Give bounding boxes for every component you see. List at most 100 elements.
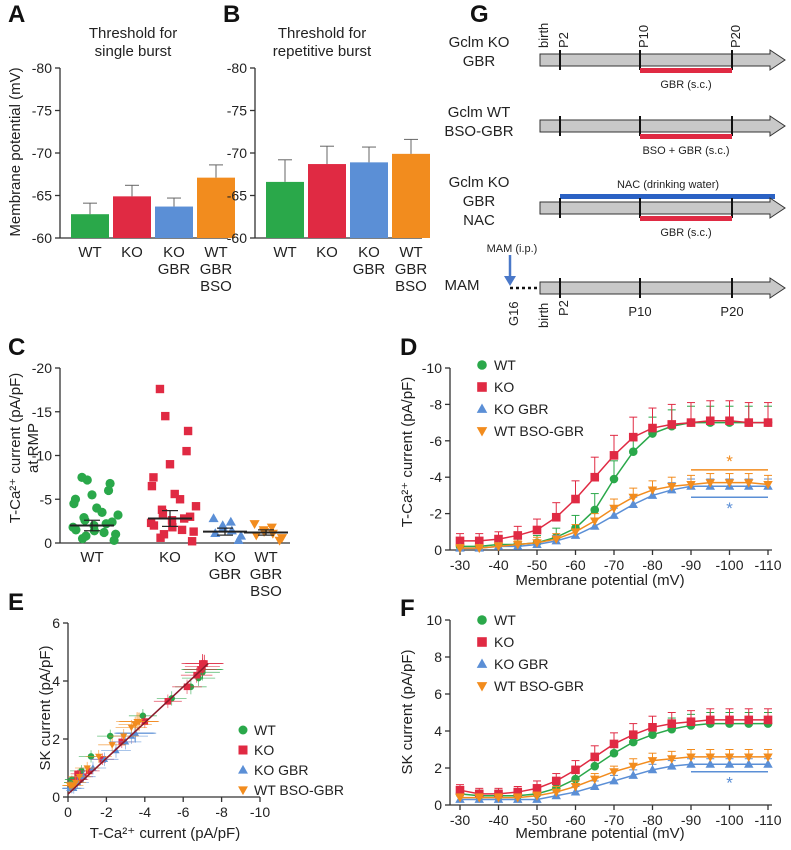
data-point (99, 527, 109, 538)
data-point (183, 426, 193, 436)
category-label: BSO (250, 583, 282, 600)
bar (392, 153, 430, 238)
data-point (667, 755, 677, 764)
data-point (92, 503, 102, 513)
data-point (724, 753, 735, 762)
timeline-p2-label: P2 (556, 300, 571, 316)
data-point (647, 486, 658, 495)
gbr-treatment-label: GBR (s.c.) (660, 79, 711, 91)
data-point (185, 512, 195, 521)
data-point (551, 788, 561, 797)
panelA-y-tick-label: -70 (32, 145, 52, 161)
legend-label: WT (254, 722, 276, 738)
data-point (724, 759, 735, 768)
panel-label-b: B (223, 1, 240, 28)
panelA-y-tick-label: -60 (32, 230, 52, 246)
data-point (763, 418, 773, 427)
data-point (609, 776, 619, 785)
data-point (494, 534, 503, 544)
panel-label-e: E (8, 589, 24, 616)
c-y-tick-label: -20 (32, 360, 52, 376)
panelF-y-tick-label: 4 (434, 723, 442, 739)
panelB-y-tick-label: -80 (227, 60, 247, 76)
data-point (590, 752, 600, 762)
panel-b-title-line1: Threshold for (278, 25, 366, 42)
e-x-tick-label: -4 (139, 804, 152, 820)
data-point (532, 539, 542, 548)
c-y-tick-label: -10 (32, 448, 52, 464)
panel-b-bar-chart: Threshold for repetitive burst -80 -75 -70… (227, 25, 430, 295)
data-point (705, 715, 715, 725)
panelF-x-tick-label: -100 (715, 812, 743, 828)
mam-injection-arrowhead (504, 276, 516, 286)
data-point (686, 753, 696, 762)
data-point (648, 423, 657, 433)
timeline-birth-label: birth (536, 303, 551, 328)
data-point (667, 761, 677, 770)
nac-treatment-label: NAC (drinking water) (617, 179, 719, 191)
data-point (705, 416, 715, 426)
data-point (103, 485, 114, 496)
data-point (177, 525, 187, 535)
data-point (763, 753, 773, 762)
g-row1-title-line2: GBR (463, 53, 496, 70)
legend-label: WT BSO-GBR (494, 423, 584, 439)
timeline-g16-label: G16 (506, 301, 521, 326)
data-point (571, 765, 580, 775)
category-label: KO (358, 244, 380, 261)
timeline-arrow (539, 277, 786, 299)
data-point (455, 794, 465, 803)
data-point (276, 534, 288, 544)
data-point (667, 482, 677, 492)
panel-a-bar-chart: Threshold for single burst Membrane pote… (7, 25, 235, 295)
data-point (147, 481, 157, 491)
data-point (667, 420, 677, 429)
panel-e-x-axis-label: T-Ca²⁺ current (pA/pF) (90, 825, 240, 842)
data-point (648, 730, 657, 739)
data-point (235, 530, 247, 540)
panel-d-y-axis-label: T-Ca²⁺ current (pA/pF) (399, 377, 416, 527)
category-label: KO (214, 549, 236, 566)
panel-label-a: A (8, 1, 25, 28)
data-point (628, 499, 638, 508)
data-point (249, 520, 260, 530)
g-row2-title-line1: Gclm WT (448, 104, 510, 121)
data-point (571, 494, 580, 504)
panel-e-scatter-chart: T-Ca²⁺ current (pA/pF) SK current (pA/pF… (37, 615, 344, 842)
panel-label-c: C (8, 334, 25, 361)
data-point (474, 794, 484, 803)
data-point (455, 536, 465, 546)
data-point (167, 516, 177, 525)
data-point (609, 474, 619, 484)
e-x-tick-label: 0 (64, 804, 72, 820)
data-point (474, 544, 484, 554)
data-point (551, 535, 561, 545)
data-point (83, 765, 91, 772)
data-point (513, 794, 523, 803)
category-label: GBR (395, 261, 428, 278)
bso-gbr-treatment-label: BSO + GBR (s.c.) (642, 145, 729, 157)
panelF-y-tick-label: 2 (434, 760, 442, 776)
regression-line (67, 663, 209, 795)
data-point (667, 719, 677, 728)
legend-marker (476, 658, 488, 668)
category-label: GBR (158, 261, 191, 278)
legend-marker (476, 403, 488, 413)
data-point (725, 715, 734, 725)
data-point (686, 717, 696, 727)
data-point (493, 794, 504, 803)
e-y-tick-label: 0 (52, 789, 60, 805)
category-label: KO (159, 549, 181, 566)
data-point (647, 757, 658, 766)
data-point (183, 683, 191, 691)
panelD-x-tick-label: -40 (488, 557, 508, 573)
data-point (628, 770, 638, 779)
legend-label: WT BSO-GBR (494, 678, 584, 694)
category-label: WT (204, 244, 227, 261)
data-point (513, 541, 523, 550)
timeline-arrow (539, 197, 786, 219)
data-point (647, 764, 658, 774)
gbr-treatment-bar (640, 68, 732, 73)
data-point (609, 451, 619, 460)
category-label: WT (254, 549, 277, 566)
